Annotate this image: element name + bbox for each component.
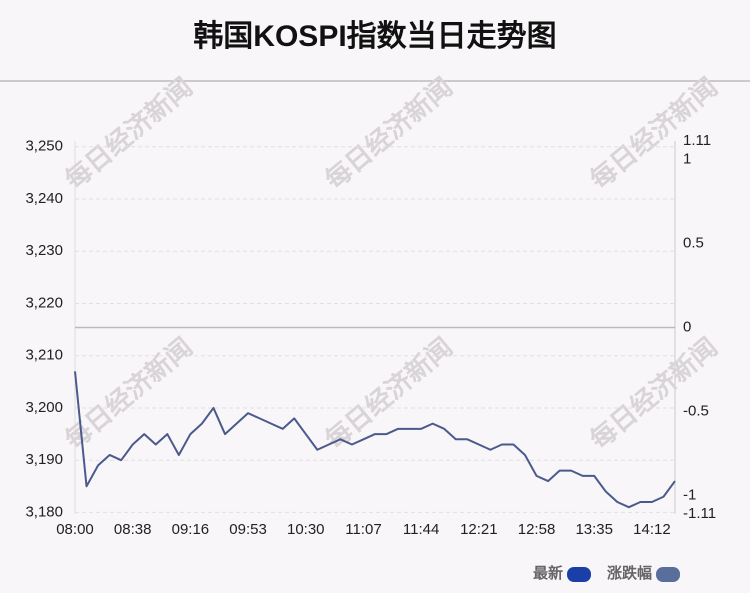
x-tick-label: 11:44 [403,521,439,538]
x-tick-label: 11:07 [345,521,381,538]
x-tick-label: 12:21 [460,521,498,538]
y-tick-label: 3,220 [25,294,63,311]
chart-title: 韩国KOSPI指数当日走势图 [193,20,556,53]
x-tick-label: 08:00 [56,521,94,538]
x-tick-label: 13:35 [575,521,613,538]
y-tick-label: 3,180 [25,503,63,520]
watermark: 每日经济新闻 [59,332,198,455]
y2-tick-label: -1 [683,486,696,503]
y-tick-label: 3,250 [25,138,63,155]
y2-tick-label: 1.11 [683,132,711,149]
watermark: 每日经济新闻 [319,332,458,455]
legend-swatch [656,567,681,582]
price-line [74,371,676,509]
x-tick-label: 08:38 [114,521,152,538]
watermark: 每日经济新闻 [59,72,198,195]
watermark: 每日经济新闻 [319,72,458,195]
y2-tick-label: 0 [683,318,691,335]
x-tick-label: 12:58 [518,521,556,538]
y-tick-label: 3,230 [25,242,63,259]
y2-tick-label: -1.11 [683,505,716,522]
y-tick-label: 3,200 [25,399,63,416]
legend-label: 最新 [533,564,563,582]
y2-tick-label: 0.5 [683,234,704,251]
y-tick-label: 3,210 [25,347,63,364]
x-tick-label: 10:30 [287,521,325,538]
legend-label: 涨跌幅 [607,564,652,582]
y-tick-label: 3,240 [25,190,63,207]
x-tick-label: 09:16 [172,521,210,538]
x-tick-label: 09:53 [229,521,267,538]
watermark: 每日经济新闻 [584,332,723,455]
y2-tick-label: -0.5 [683,402,709,419]
y-tick-label: 3,190 [25,451,63,468]
x-tick-label: 14:12 [633,521,671,538]
legend-swatch [567,567,592,582]
y2-tick-label: 1 [683,150,691,167]
